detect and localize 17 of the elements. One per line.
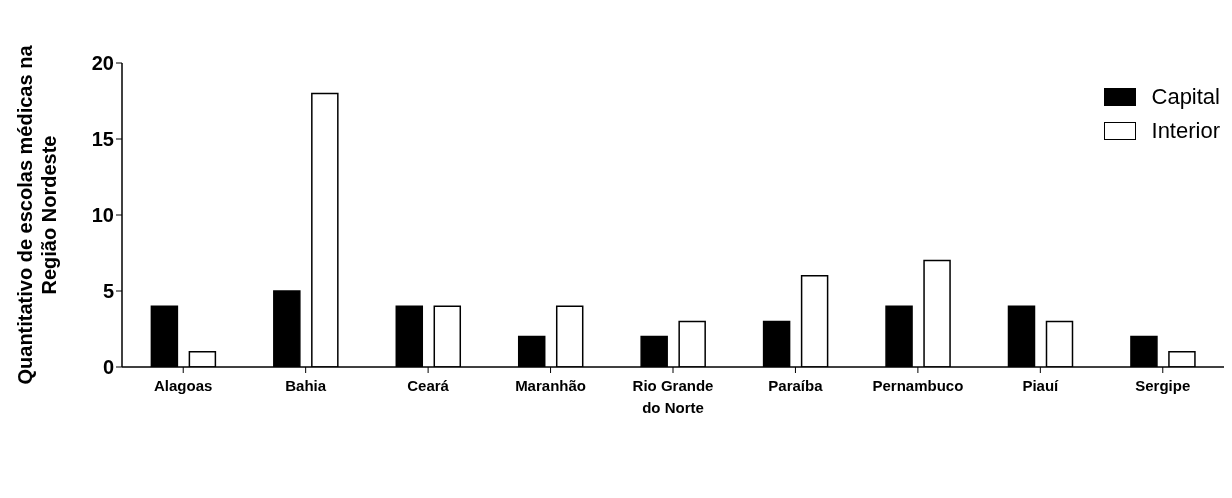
- x-tick-label: Piauí: [1022, 377, 1060, 394]
- x-tick-label: Maranhão: [515, 377, 586, 394]
- x-tick-label: Paraíba: [768, 377, 824, 394]
- x-tick-label: Sergipe: [1135, 377, 1191, 394]
- legend-label: Capital: [1151, 84, 1220, 110]
- x-tick-label: Bahia: [285, 377, 327, 394]
- x-tick-label: Alagoas: [154, 377, 213, 394]
- y-tick-label: 20: [91, 52, 114, 75]
- x-tick-label: Pernambuco: [872, 377, 964, 394]
- y-tick-label: 10: [91, 204, 114, 227]
- legend-label: Interior: [1151, 118, 1220, 144]
- y-tick-label: 5: [102, 280, 114, 303]
- x-tick-label: Ceará: [407, 377, 450, 394]
- y-tick-label: 15: [91, 128, 114, 151]
- y-axis-title: Quantitativo de escolas médicas na Região Nordeste: [14, 44, 60, 385]
- y-tick-label: 0: [102, 356, 114, 379]
- x-tick-label: Rio Grande do Norte: [632, 377, 714, 416]
